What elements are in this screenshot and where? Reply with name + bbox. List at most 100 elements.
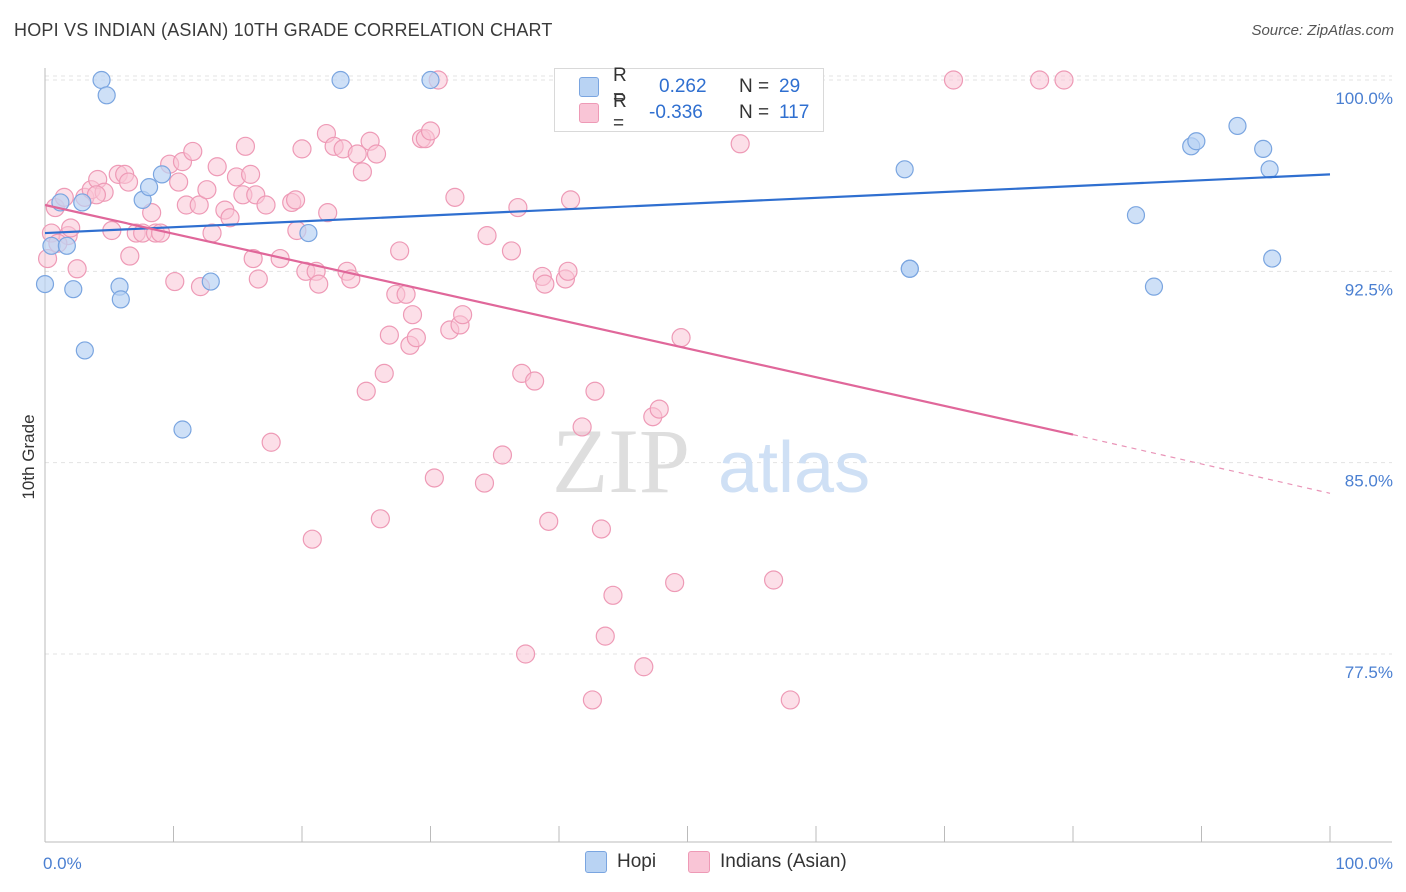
indian-point	[366, 144, 387, 164]
hopi-point	[1228, 116, 1247, 136]
indian-point	[539, 511, 559, 531]
watermark-atlas: atlas	[718, 428, 870, 508]
y-tick-label: 77.5%	[1345, 663, 1393, 682]
indian-point	[453, 305, 473, 325]
indian-point	[243, 248, 263, 269]
indian-point	[352, 162, 372, 182]
hopi-point	[111, 290, 130, 309]
hopi-point	[139, 178, 159, 197]
legend-row-indian: R = -0.336 N = 117	[579, 91, 809, 134]
hopi-point	[895, 160, 914, 179]
watermark: ZIP atlas	[552, 410, 870, 512]
legend-label-indians-asian: Indians (Asian)	[720, 851, 847, 872]
x-tick-labels: 0.0% 100.0%	[43, 854, 1393, 873]
indian-point	[634, 657, 654, 677]
legend-label-hopi: Hopi	[617, 851, 657, 872]
legend-item-hopi[interactable]: Hopi	[585, 851, 656, 873]
indian-point	[165, 271, 185, 292]
indian-point	[535, 274, 555, 294]
indian-point	[379, 325, 399, 345]
indian-point	[197, 180, 217, 200]
hopi-point	[57, 236, 76, 255]
indian-point	[591, 519, 612, 539]
hopi-point	[1187, 132, 1206, 151]
indian-point	[424, 468, 444, 488]
indian-point	[347, 144, 367, 164]
indian-point	[189, 195, 209, 215]
indian-point	[420, 121, 441, 141]
indian-point	[120, 246, 140, 266]
indian-point	[560, 190, 581, 210]
indian-point	[508, 197, 528, 218]
hopi-point	[64, 280, 83, 299]
indian-point	[477, 226, 497, 246]
hopi-point	[1144, 277, 1164, 296]
trend-lines	[44, 173, 1331, 494]
indian-point	[780, 690, 800, 710]
hopi-point	[1263, 249, 1282, 268]
indian-point	[474, 473, 495, 493]
indian-point	[61, 218, 81, 238]
indian-point	[730, 134, 750, 154]
hopi-swatch	[579, 77, 599, 97]
indian-point	[292, 139, 312, 159]
indian-point	[572, 417, 592, 437]
r-label: R =	[613, 65, 627, 108]
indian-point	[763, 570, 784, 590]
indian-point	[302, 529, 322, 549]
indian-legend-swatch	[688, 851, 710, 873]
indian-point	[406, 328, 426, 348]
hopi-point	[92, 70, 111, 90]
indian-point	[374, 363, 394, 383]
indian-point	[142, 203, 162, 223]
indian-point	[445, 187, 465, 207]
r-label: R =	[613, 91, 627, 134]
indian-point	[649, 399, 669, 419]
indian-point	[285, 190, 306, 210]
hopi-point	[75, 341, 94, 360]
source-label: Source: ZipAtlas.com	[1251, 22, 1394, 39]
indian-point	[67, 259, 87, 279]
indian-point	[501, 241, 522, 261]
indian-point	[118, 172, 139, 192]
indian-point	[492, 445, 513, 465]
indian-point	[1054, 70, 1074, 90]
indian-trend-extension	[1072, 434, 1331, 494]
r-value: -0.336	[649, 102, 703, 123]
indian-point	[207, 157, 227, 177]
hopi-point	[73, 193, 92, 212]
y-tick-labels: 100.0% 92.5% 85.0% 77.5%	[1335, 89, 1393, 682]
indian-point	[671, 328, 691, 348]
legend-row-hopi: R = 0.262 N = 29	[579, 65, 801, 108]
indian-point	[515, 644, 536, 664]
indian-point	[261, 432, 281, 452]
hopi-point	[331, 70, 350, 90]
indian-point	[1029, 70, 1050, 90]
n-label: N =	[739, 76, 770, 97]
indian-point	[665, 572, 685, 593]
series-indians-asian	[37, 70, 1074, 710]
legend-item-indians-asian[interactable]: Indians (Asian)	[688, 851, 847, 873]
hopi-point	[1126, 206, 1146, 225]
indian-swatch	[579, 103, 599, 123]
axes	[44, 68, 1392, 843]
indian-point	[943, 70, 964, 90]
gridlines	[45, 75, 1392, 655]
indian-trend-line	[44, 203, 1074, 436]
hopi-point	[421, 70, 440, 90]
n-value: 29	[779, 76, 801, 97]
hopi-point	[1260, 160, 1279, 179]
series-legend: Hopi Indians (Asian)	[0, 851, 1406, 877]
indian-point	[370, 509, 390, 529]
hopi-trend-line	[44, 173, 1331, 235]
hopi-point	[900, 259, 919, 278]
n-label: N =	[739, 102, 770, 123]
chart-title: HOPI VS INDIAN (ASIAN) 10TH GRADE CORREL…	[14, 20, 553, 40]
indian-point	[309, 274, 329, 294]
indian-point	[248, 269, 268, 289]
indian-point	[582, 690, 603, 710]
hopi-point	[173, 420, 192, 439]
indian-point	[183, 141, 203, 162]
r-value: 0.262	[659, 76, 707, 97]
